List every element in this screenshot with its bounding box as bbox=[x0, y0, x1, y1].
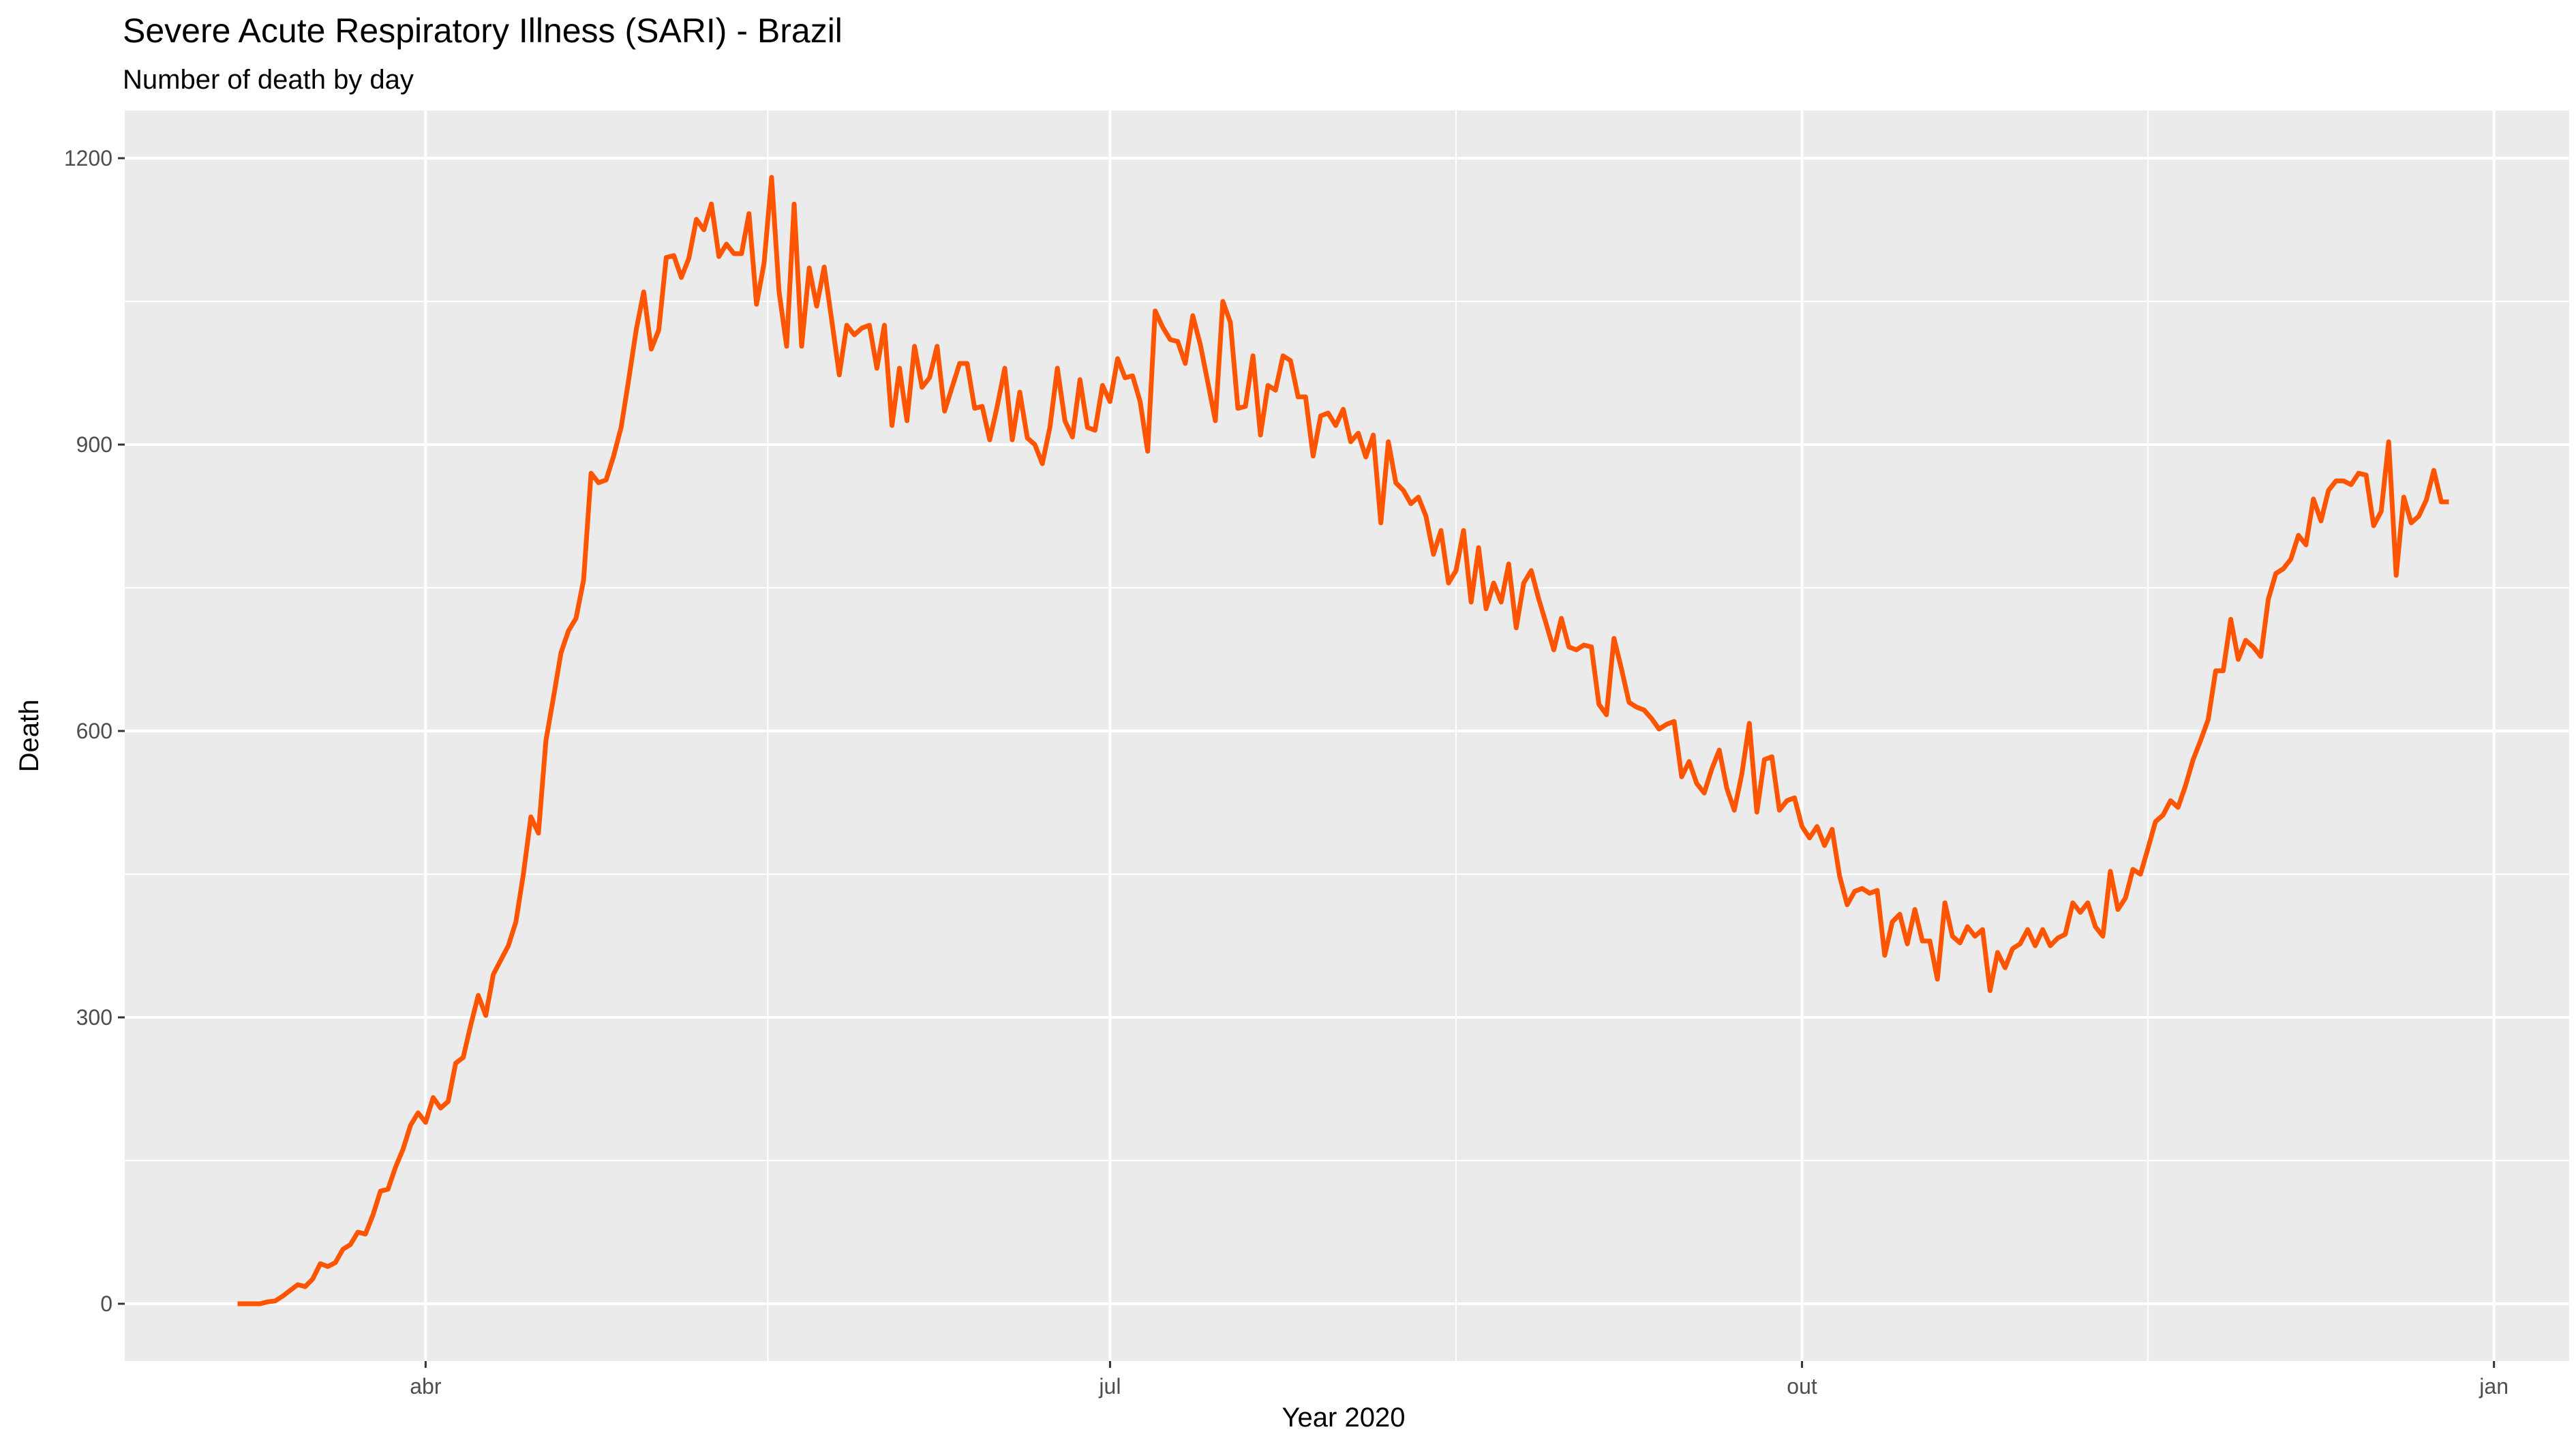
chart-subtitle: Number of death by day bbox=[123, 65, 414, 95]
minor-gridlines bbox=[125, 110, 2569, 1361]
x-axis: abr jul out jan bbox=[410, 1361, 2509, 1399]
y-tick-label: 1200 bbox=[64, 146, 112, 170]
x-tick-label: jan bbox=[2479, 1374, 2509, 1399]
plot-panel bbox=[125, 110, 2569, 1361]
series-group bbox=[237, 175, 2449, 1306]
y-tick-label: 300 bbox=[76, 1005, 112, 1030]
chart-title: Severe Acute Respiratory Illness (SARI) … bbox=[123, 12, 843, 50]
y-axis-title: Death bbox=[14, 700, 44, 773]
major-gridlines bbox=[125, 110, 2569, 1361]
x-tick-label: jul bbox=[1098, 1374, 1121, 1399]
y-tick-label: 0 bbox=[100, 1291, 112, 1316]
x-tick-label: abr bbox=[410, 1374, 442, 1399]
series-line-0 bbox=[237, 175, 2449, 1306]
y-tick-label: 900 bbox=[76, 432, 112, 457]
x-tick-label: out bbox=[1787, 1374, 1817, 1399]
y-axis: 0 300 600 900 1200 bbox=[64, 146, 125, 1316]
y-tick-label: 600 bbox=[76, 719, 112, 743]
x-axis-title: Year 2020 bbox=[1282, 1403, 1406, 1433]
